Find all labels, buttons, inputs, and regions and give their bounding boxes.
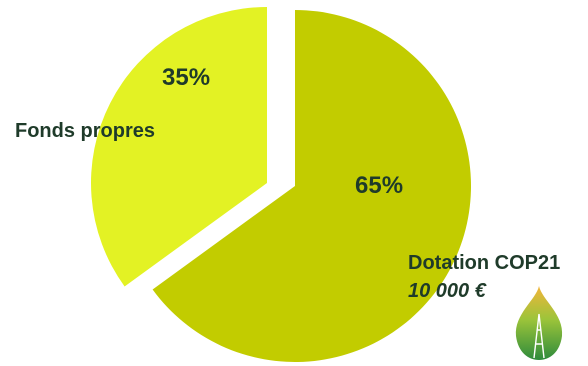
slice-label-fonds-propres-percent: 35% [162, 64, 211, 91]
pie-slice-fonds-propres [90, 6, 267, 287]
slice-label-dotation-amount: 10 000 € [408, 280, 486, 302]
slice-label-fonds-propres-name: Fonds propres [15, 120, 156, 142]
pie-slice-dotation-cop21 [152, 10, 471, 362]
slice-label-dotation-percent: 65% [355, 172, 404, 199]
leaf-tower-icon [515, 286, 563, 360]
slice-label-dotation-name: Dotation COP21 [408, 252, 561, 274]
